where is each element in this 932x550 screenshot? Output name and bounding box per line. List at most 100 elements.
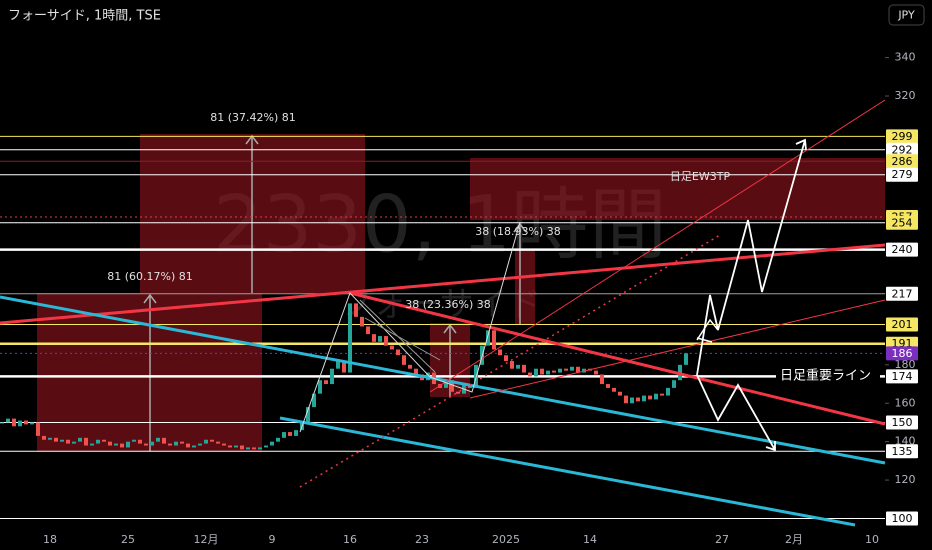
level-label: 100 [892,512,913,525]
candle [552,370,556,373]
level-label: 286 [892,155,913,168]
candle [534,368,538,377]
measure-arrow [513,222,527,325]
level-label: 174 [892,370,913,383]
candle [618,391,622,396]
x-tick-label: 16 [343,533,357,546]
candle [654,393,658,400]
x-tick-label: 27 [715,533,729,546]
x-tick-label: 14 [583,533,597,546]
candle [84,437,88,446]
candle [648,395,652,400]
candle [162,437,166,444]
level-note: 日足重要ライン [780,368,871,384]
candle [246,447,250,450]
measure-arrow [143,293,157,451]
candle [408,364,412,369]
candle [342,361,346,373]
candle [252,447,256,450]
x-tick-label: 25 [121,533,135,546]
top-bar [0,0,932,30]
candle [336,361,340,369]
candle [450,380,454,392]
x-tick-label: 2025 [492,533,520,546]
currency-label[interactable]: JPY [897,9,915,22]
y-tick-label: 160 [895,396,916,409]
candle [204,439,208,444]
candle [348,303,352,373]
candle [78,437,82,442]
channel-line [279,416,856,527]
candle [222,443,226,446]
candle [102,439,106,442]
wave-path [359,299,441,373]
candle [60,439,64,442]
x-tick-label: 9 [269,533,276,546]
candle [234,445,238,448]
candle [42,435,46,440]
candle [312,393,316,408]
level-label: 299 [892,130,913,143]
candle [270,441,274,446]
candle [324,380,328,385]
candle [150,441,154,446]
candle [444,380,448,388]
target-zone [470,158,885,220]
level-label: 135 [892,445,913,458]
candle [144,443,148,446]
x-tick-label: 23 [415,533,429,546]
candle [372,334,376,342]
candle [486,330,490,346]
candle [318,380,322,394]
candle [120,443,124,448]
y-tick-label: 180 [895,358,916,371]
level-label-bg [886,317,918,332]
y-tick-label: 320 [895,89,916,102]
candle [126,441,130,448]
candle [156,437,160,442]
measure-box [515,249,535,325]
trend-line [429,99,886,393]
annotation: 日足EW3TP [670,170,731,183]
candle [378,336,382,342]
level-label-bg [886,415,918,430]
annotation: 81 (60.17%) 81 [107,270,193,283]
candle [570,366,574,371]
annotation: 38 (23.36%) 38 [405,298,491,311]
candle [528,372,532,377]
candle [276,437,280,442]
candle [186,443,190,448]
level-label-bg [886,154,918,169]
candle [396,349,400,356]
candle [138,439,142,444]
x-tick-label: 2月 [785,533,803,546]
candle [0,422,4,424]
level-label-bg [886,215,918,230]
trend-line [469,299,886,399]
candle [114,443,118,446]
candle [96,439,100,444]
level-label: 279 [892,168,913,181]
candle [684,353,688,365]
candle [606,384,610,388]
y-tick-label: 120 [895,473,916,486]
annotation: 38 (18.93%) 38 [475,225,561,238]
candle [660,393,664,396]
candle [240,445,244,450]
wave-path [299,221,521,433]
currency-button[interactable] [888,4,925,26]
trend-line [349,291,886,426]
level-label: 201 [892,318,913,331]
candle [282,432,286,438]
candle [210,439,214,442]
candle [642,395,646,402]
candle [576,366,580,373]
candle [72,441,76,444]
annotation: 81 (37.42%) 81 [210,111,296,124]
projection-arrow [696,374,776,452]
level-label: 240 [892,243,913,256]
candle [174,441,178,446]
x-tick-label: 10 [865,533,879,546]
